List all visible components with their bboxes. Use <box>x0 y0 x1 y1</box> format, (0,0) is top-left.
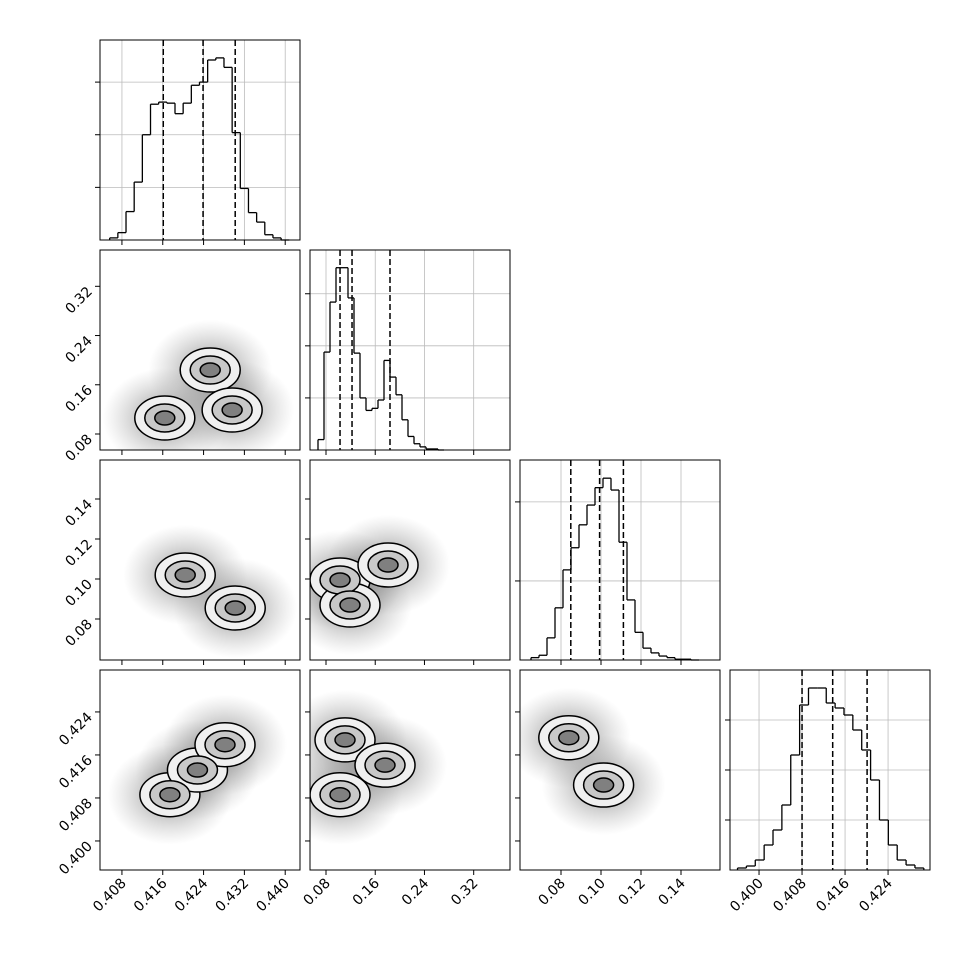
density <box>310 515 451 655</box>
density <box>102 320 295 450</box>
panel-frame <box>519 669 721 871</box>
contour <box>159 786 181 803</box>
y-tick-label: 0.08 <box>62 432 95 465</box>
contour <box>221 402 243 418</box>
x-tick-label: 0.24 <box>399 875 432 908</box>
panel-frame <box>99 39 301 241</box>
y-tick-label: 0.416 <box>56 752 96 792</box>
contour <box>558 729 580 746</box>
panel-frame <box>99 669 301 871</box>
y-tick-label: 0.408 <box>56 795 96 835</box>
x-tick-label: 0.08 <box>535 876 568 909</box>
contour <box>592 777 615 793</box>
panel-frame <box>519 459 721 661</box>
x-tick-label: 0.08 <box>300 876 333 909</box>
x-tick-label: 0.440 <box>253 876 293 916</box>
x-tick-label: 0.408 <box>90 876 130 916</box>
contour <box>199 362 221 378</box>
panel-frame <box>729 669 931 871</box>
contour <box>214 736 236 753</box>
y-tick-label: 0.32 <box>62 284 95 317</box>
y-tick-label: 0.14 <box>62 496 95 529</box>
x-tick-label: 0.12 <box>615 876 648 909</box>
y-tick-label: 0.24 <box>62 333 95 366</box>
y-tick-label: 0.400 <box>56 838 96 878</box>
y-tick-label: 0.16 <box>62 382 95 415</box>
contour <box>374 757 396 773</box>
x-tick-label: 0.424 <box>856 875 896 915</box>
x-tick-label: 0.400 <box>727 876 767 916</box>
y-tick-label: 0.08 <box>62 617 95 650</box>
x-tick-label: 0.424 <box>172 875 212 915</box>
y-tick-label: 0.10 <box>62 577 95 610</box>
density <box>123 525 298 658</box>
panel-frame <box>99 459 301 661</box>
x-tick-label: 0.416 <box>131 875 171 915</box>
contour <box>224 600 246 616</box>
contour <box>377 557 399 573</box>
y-tick-label: 0.12 <box>62 537 95 570</box>
contour <box>186 762 209 778</box>
panel-frame <box>309 249 511 451</box>
density <box>107 694 287 845</box>
panel-frame <box>309 459 511 661</box>
density <box>520 687 666 836</box>
x-tick-label: 0.432 <box>213 876 253 916</box>
contour <box>334 732 356 748</box>
x-tick-label: 0.32 <box>448 876 481 909</box>
panel-frame <box>309 669 511 871</box>
contour <box>154 410 176 426</box>
x-tick-label: 0.14 <box>655 875 688 908</box>
x-tick-label: 0.416 <box>813 875 853 915</box>
y-tick-label: 0.424 <box>56 709 96 749</box>
x-tick-label: 0.408 <box>770 876 810 916</box>
contour <box>329 786 351 803</box>
contour <box>339 597 361 613</box>
contour <box>174 567 196 583</box>
x-tick-label: 0.16 <box>350 875 383 908</box>
panel-frame <box>99 249 301 451</box>
contour <box>329 572 351 588</box>
density <box>310 689 448 845</box>
x-tick-label: 0.10 <box>575 876 608 909</box>
